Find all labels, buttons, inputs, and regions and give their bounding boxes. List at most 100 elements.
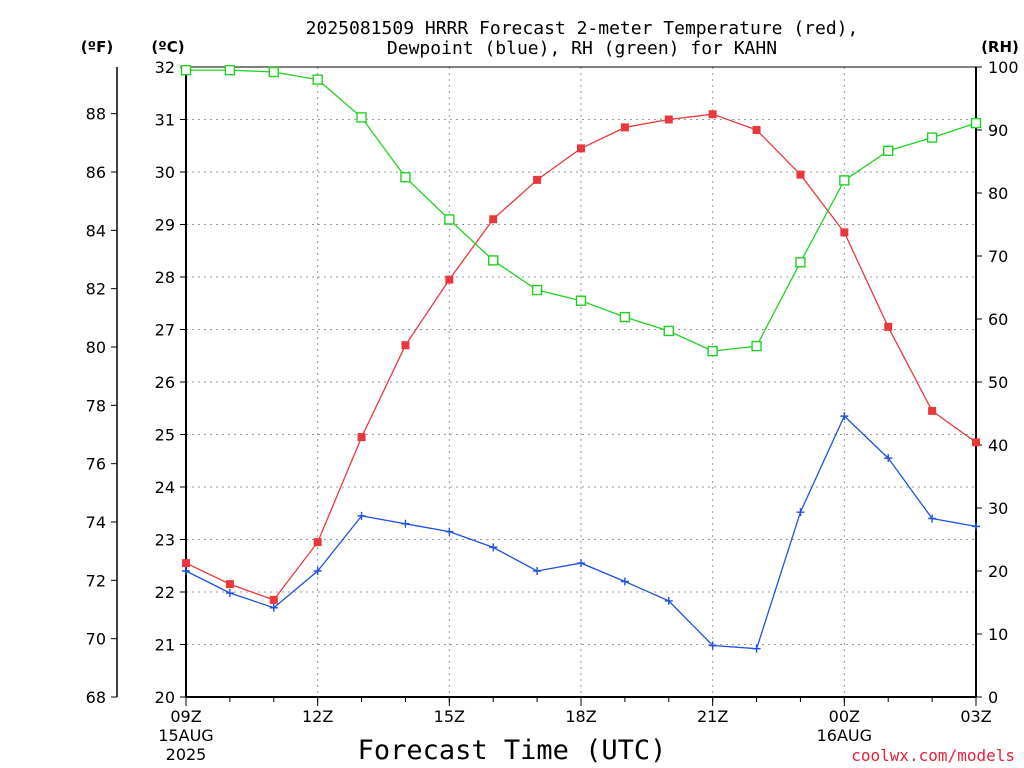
fahrenheit-tick-label: 76 bbox=[86, 455, 106, 474]
rh-tick-label: 70 bbox=[988, 247, 1008, 266]
temperature-point bbox=[225, 580, 234, 589]
dewpoint-point bbox=[884, 454, 893, 463]
temperature-point bbox=[313, 538, 322, 547]
axes: 68 70 72 74 76 78 80 82 84 86 88 20 21 22 23 24 25 26 27 28… bbox=[86, 58, 1019, 764]
rh-point bbox=[926, 132, 938, 143]
x-tick-label: 21Z bbox=[697, 707, 728, 726]
fahrenheit-tick-label: 78 bbox=[86, 396, 106, 415]
dewpoint-point bbox=[445, 527, 454, 536]
celsius-tick-label: 26 bbox=[155, 373, 175, 392]
celsius-tick-label: 27 bbox=[155, 321, 175, 340]
x-tick-label: 03Z bbox=[960, 707, 991, 726]
rh-point bbox=[575, 295, 587, 306]
temperature-point bbox=[884, 322, 893, 331]
dewpoint-point bbox=[269, 603, 278, 612]
rh-point bbox=[839, 175, 850, 186]
rh-tick-label: 20 bbox=[988, 562, 1008, 581]
celsius-unit-label: (ºC) bbox=[151, 38, 184, 56]
rh-point bbox=[795, 257, 806, 268]
celsius-tick-label: 32 bbox=[155, 58, 175, 77]
x-tick-year-label: 2025 bbox=[166, 745, 207, 764]
rh-point bbox=[970, 117, 982, 129]
series-layer bbox=[180, 64, 982, 653]
rh-point bbox=[180, 64, 192, 76]
temperature-point bbox=[840, 228, 849, 237]
rh-point bbox=[531, 284, 543, 296]
rh-tick-label: 90 bbox=[988, 121, 1008, 140]
dewpoint-point bbox=[533, 567, 542, 575]
temperature-point bbox=[664, 115, 673, 124]
celsius-tick-label: 22 bbox=[155, 583, 175, 602]
dewpoint-point bbox=[577, 559, 585, 568]
rh-tick-label: 80 bbox=[988, 184, 1008, 203]
temperature-point bbox=[928, 406, 937, 415]
rh-tick-label: 40 bbox=[988, 436, 1008, 455]
celsius-tick-label: 28 bbox=[155, 268, 175, 287]
temperature-point bbox=[620, 123, 629, 132]
temperature-point bbox=[533, 175, 542, 184]
fahrenheit-tick-label: 86 bbox=[86, 163, 106, 182]
temperature-point bbox=[708, 110, 717, 119]
fahrenheit-tick-label: 72 bbox=[86, 571, 106, 590]
rh-point bbox=[751, 340, 762, 352]
celsius-tick-label: 29 bbox=[155, 216, 175, 235]
temperature-point bbox=[489, 215, 498, 224]
x-tick-label: 00Z bbox=[829, 707, 860, 726]
dewpoint-point bbox=[489, 543, 498, 552]
dewpoint-point bbox=[620, 577, 629, 586]
fahrenheit-tick-label: 74 bbox=[86, 513, 106, 532]
fahrenheit-tick-label: 84 bbox=[86, 221, 106, 240]
x-tick-label: 09Z bbox=[170, 707, 201, 726]
celsius-tick-label: 21 bbox=[155, 636, 175, 655]
temperature-point bbox=[401, 341, 410, 350]
rh-point bbox=[488, 255, 499, 266]
celsius-tick-label: 30 bbox=[155, 163, 175, 182]
x-tick-label: 18Z bbox=[565, 707, 596, 726]
series-dewpoint bbox=[182, 412, 980, 653]
temperature-point bbox=[972, 438, 980, 447]
fahrenheit-tick-label: 80 bbox=[86, 338, 106, 357]
rh-tick-label: 0 bbox=[988, 688, 998, 707]
celsius-tick-label: 25 bbox=[155, 426, 175, 445]
x-tick-date-label: 16AUG bbox=[817, 726, 872, 745]
fahrenheit-tick-label: 88 bbox=[86, 105, 106, 124]
x-tick-label: 12Z bbox=[302, 707, 333, 726]
dewpoint-point bbox=[840, 412, 849, 421]
celsius-tick-label: 31 bbox=[155, 111, 175, 130]
rh-tick-label: 60 bbox=[988, 310, 1008, 329]
temperature-point bbox=[445, 275, 454, 284]
rh-point bbox=[619, 311, 631, 323]
celsius-tick-label: 24 bbox=[155, 478, 175, 497]
fahrenheit-tick-label: 68 bbox=[86, 688, 106, 707]
x-axis-label: Forecast Time (UTC) bbox=[358, 735, 667, 766]
rh-tick-label: 50 bbox=[988, 373, 1008, 392]
rh-unit-label: (RH) bbox=[981, 38, 1019, 56]
rh-point bbox=[663, 325, 674, 337]
dewpoint-point bbox=[928, 514, 937, 523]
rh-point bbox=[883, 145, 894, 156]
rh-tick-label: 30 bbox=[988, 499, 1008, 518]
rh-point bbox=[444, 214, 455, 225]
temperature-point bbox=[796, 170, 805, 179]
rh-tick-label: 10 bbox=[988, 625, 1008, 644]
dewpoint-point bbox=[182, 567, 190, 575]
temperature-point bbox=[269, 595, 278, 604]
dewpoint-point bbox=[225, 589, 234, 598]
rh-point bbox=[312, 74, 323, 85]
celsius-tick-label: 20 bbox=[155, 688, 175, 707]
dewpoint-point bbox=[752, 644, 761, 653]
dewpoint-point bbox=[313, 567, 322, 575]
x-tick-label: 15Z bbox=[434, 707, 465, 726]
x-tick-date-label: 15AUG bbox=[158, 726, 213, 745]
grid-lines bbox=[186, 67, 976, 697]
rh-point bbox=[356, 112, 367, 123]
temperature-point bbox=[182, 559, 190, 568]
celsius-tick-label: 23 bbox=[155, 531, 175, 550]
dewpoint-point bbox=[708, 641, 717, 650]
credit-label: coolwx.com/models bbox=[851, 746, 1015, 765]
fahrenheit-tick-label: 82 bbox=[86, 280, 106, 299]
chart-title-line1: 2025081509 HRRR Forecast 2-meter Tempera… bbox=[306, 18, 859, 39]
temperature-point bbox=[752, 126, 761, 134]
rh-point bbox=[707, 345, 718, 357]
